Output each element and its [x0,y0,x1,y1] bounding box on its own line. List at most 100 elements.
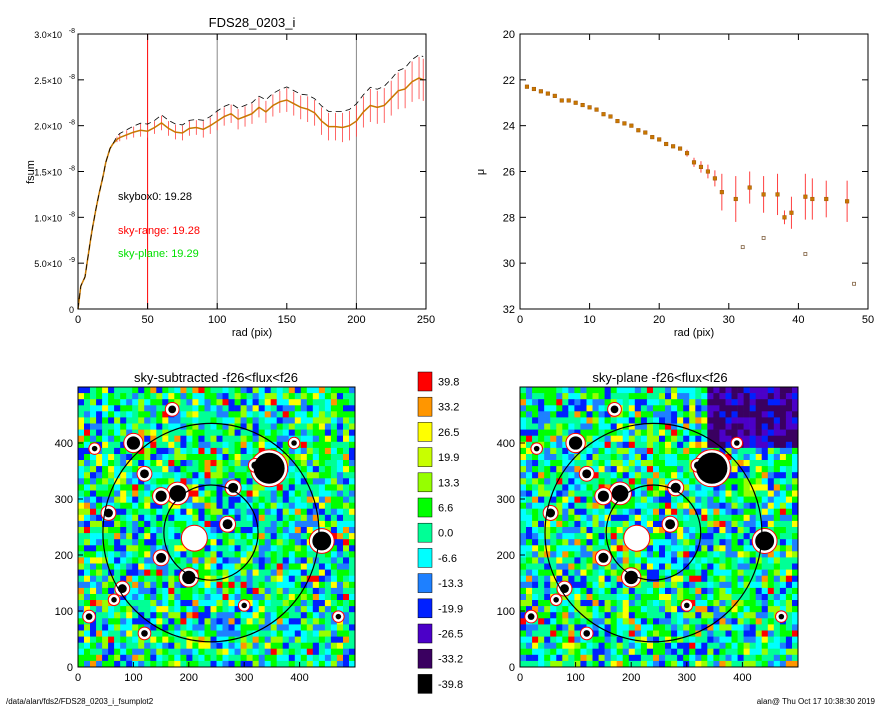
image-pixel [240,423,247,430]
image-pixel [779,472,787,479]
image-pixel [168,514,175,522]
image-pixel [120,600,127,607]
image-pixel [258,514,265,522]
image-pixel [228,594,235,601]
image-pixel [228,648,235,656]
image-pixel [622,435,629,443]
image-pixel [210,460,217,467]
image-pixel [719,624,726,631]
image-pixel [737,484,744,491]
image-pixel [108,630,115,637]
image-pixel [520,387,527,394]
colorbar-swatch [417,623,433,644]
image-pixel [288,618,296,625]
image-pixel [312,496,320,503]
mu-outlier-point [740,245,745,250]
image-pixel [264,387,271,394]
image-pixel [707,594,714,601]
image-pixel [731,569,738,576]
image-pixel [300,454,308,461]
image-pixel [707,514,714,522]
image-pixel [336,460,344,467]
image-pixel [252,660,259,668]
image-pixel [216,429,223,436]
image-pixel [634,587,642,595]
image-pixel [749,618,756,625]
image-pixel [586,387,593,394]
image-pixel [312,569,320,576]
image-pixel [90,606,97,613]
image-pixel [785,466,793,473]
image-pixel [574,417,581,424]
image-pixel [526,551,533,558]
image-pixel [659,581,666,589]
image-pixel [526,472,533,479]
image-pixel [785,496,793,503]
image-pixel [198,502,205,510]
image-pixel [592,393,599,400]
image-pixel [234,466,241,473]
colorbar-swatch [417,598,433,619]
image-pixel [258,551,265,558]
image-pixel [580,411,587,418]
image-pixel [240,594,247,601]
image-pixel [755,520,762,528]
image-pixel [216,496,223,503]
image-pixel [749,423,756,430]
image-pixel [713,612,720,619]
image-pixel [114,429,121,436]
image-pixel [108,496,115,503]
image-pixel [574,387,581,394]
image-pixel [324,606,332,613]
image-pixel [282,423,289,430]
image-pixel [288,508,296,516]
image-pixel [258,496,265,503]
image-pixel [773,405,781,412]
image-pixel [258,575,265,583]
image-pixel [737,447,744,455]
image-pixel [598,423,605,430]
image-pixel [616,393,623,400]
image-pixel [683,581,690,589]
image-pixel [556,447,563,455]
image-pixel [695,399,702,406]
image-pixel [234,636,241,643]
image-pixel [312,393,320,400]
image-pixel [192,514,199,522]
image-pixel [532,484,539,491]
image-pixel [180,545,187,552]
image-pixel [713,514,720,522]
image-pixel [78,466,85,473]
image-pixel [210,569,217,576]
masked-source [610,405,619,414]
image-pixel [258,423,265,430]
image-pixel [306,490,314,497]
image-pixel [222,490,229,497]
image-pixel [108,545,115,552]
image-pixel [604,393,611,400]
image-pixel [743,527,750,534]
image-pixel [336,587,344,595]
image-pixel [544,587,551,595]
image-pixel [198,429,205,436]
image-pixel [282,612,289,619]
image-pixel [282,581,289,589]
image-pixel [616,557,623,564]
image-pixel [532,490,539,497]
image-pixel [312,466,320,473]
image-pixel [144,405,151,412]
image-pixel [562,496,569,503]
image-pixel [343,527,350,534]
image-pixel [276,411,283,418]
image-pixel [701,508,708,516]
image-pixel [78,618,85,625]
image-pixel [324,429,332,436]
image-pixel [174,539,181,546]
image-pixel [586,435,593,443]
image-pixel [659,587,666,595]
image-pixel [96,423,103,430]
image-pixel [598,563,605,570]
image-pixel [270,569,277,576]
image-pixel [665,624,672,631]
image-pixel [198,466,205,473]
